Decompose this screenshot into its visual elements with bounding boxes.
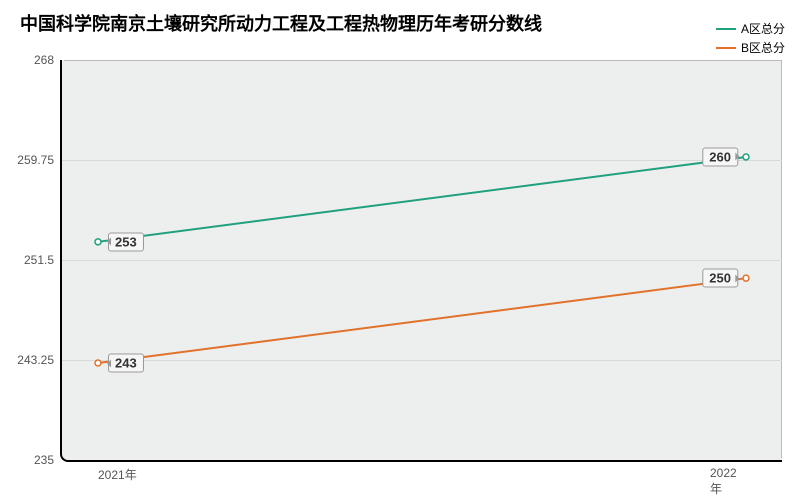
- data-point: [95, 360, 101, 366]
- legend-swatch: [716, 47, 736, 49]
- series-line: [98, 157, 746, 242]
- legend-swatch: [716, 28, 736, 30]
- y-tick-label: 259.75: [17, 153, 62, 167]
- data-label: 253: [108, 232, 144, 251]
- legend-item: A区总分: [716, 20, 785, 37]
- plot-area: 235243.25251.5259.752682021年2022年2532602…: [60, 60, 782, 462]
- x-tick-label: 2022年: [710, 460, 746, 497]
- y-tick-label: 235: [34, 453, 62, 467]
- data-label: 243: [108, 354, 144, 373]
- data-point: [95, 239, 101, 245]
- line-layer: [62, 60, 782, 460]
- chart-container: 中国科学院南京土壤研究所动力工程及工程热物理历年考研分数线 A区总分 B区总分 …: [0, 0, 800, 500]
- chart-title: 中国科学院南京土壤研究所动力工程及工程热物理历年考研分数线: [20, 10, 542, 36]
- y-tick-label: 243.25: [17, 353, 62, 367]
- data-point: [743, 275, 749, 281]
- data-label: 260: [702, 147, 738, 166]
- y-tick-label: 268: [34, 53, 62, 67]
- legend-label: A区总分: [741, 20, 785, 37]
- legend: A区总分 B区总分: [716, 20, 785, 58]
- legend-item: B区总分: [716, 39, 785, 56]
- series-line: [98, 278, 746, 363]
- data-label: 250: [702, 269, 738, 288]
- data-point: [743, 154, 749, 160]
- legend-label: B区总分: [741, 39, 785, 56]
- x-tick-label: 2021年: [98, 460, 137, 483]
- y-tick-label: 251.5: [24, 253, 62, 267]
